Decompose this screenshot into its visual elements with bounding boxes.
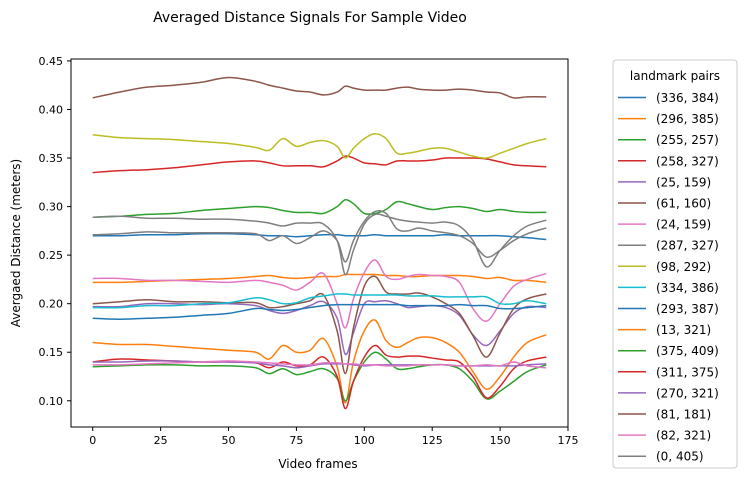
legend-label-14: (270, 321)	[656, 386, 719, 400]
x-tick-label-7: 175	[558, 434, 579, 447]
series-line-15	[92, 76, 547, 99]
x-tick-label-0: 0	[89, 434, 96, 447]
series-line-4	[92, 299, 547, 356]
series-line-7	[92, 213, 547, 276]
series-line-1	[92, 273, 547, 284]
series-line-2	[92, 198, 547, 219]
legend-label-15: (81, 181)	[656, 408, 711, 422]
series-line-11	[92, 319, 547, 404]
x-tick-label-4: 100	[354, 434, 375, 447]
series-line-9	[92, 293, 547, 309]
plot-lines	[92, 76, 547, 410]
legend-label-7: (287, 327)	[656, 239, 719, 253]
y-tick-label-4: 0.30	[39, 201, 64, 214]
legend-label-5: (61, 160)	[656, 197, 711, 211]
y-tick-label-2: 0.20	[39, 298, 64, 311]
y-tick-label-1: 0.15	[39, 346, 64, 359]
y-tick-label-3: 0.25	[39, 249, 64, 262]
series-line-0	[92, 232, 547, 241]
x-axis: 0 25 50 75 100 125 150 175	[89, 427, 579, 447]
x-tick-label-5: 125	[422, 434, 443, 447]
x-tick-label-2: 50	[222, 434, 236, 447]
legend-label-4: (25, 159)	[656, 175, 711, 189]
legend-frame	[612, 59, 738, 469]
legend-items: (336, 384) (296, 385) (255, 257) (258, 327)…	[618, 91, 719, 464]
plot-area-frame	[70, 58, 569, 428]
series-line-17	[92, 209, 547, 263]
y-axis: 0.10 0.15 0.20 0.25 0.30 0.35 0.40 0.45	[39, 55, 71, 408]
legend: landmark pairs (336, 384) (296, 385) (255,…	[612, 59, 738, 469]
legend-label-3: (258, 327)	[656, 154, 719, 168]
series-line-13	[92, 344, 547, 410]
y-tick-label-5: 0.35	[39, 152, 64, 165]
x-tick-label-6: 150	[490, 434, 511, 447]
series-line-3	[92, 155, 547, 174]
legend-label-16: (82, 321)	[656, 429, 711, 443]
legend-label-17: (0, 405)	[656, 450, 704, 464]
legend-label-12: (375, 409)	[656, 344, 719, 358]
legend-label-9: (334, 386)	[656, 281, 719, 295]
y-tick-label-6: 0.40	[39, 103, 64, 116]
x-tick-label-1: 25	[154, 434, 168, 447]
y-tick-label-7: 0.45	[39, 55, 64, 68]
y-axis-label: Avergaed Distance (meters)	[9, 159, 23, 328]
series-line-5	[92, 275, 547, 375]
legend-label-11: (13, 321)	[656, 323, 711, 337]
legend-label-2: (255, 257)	[656, 133, 719, 147]
chart-title: Averaged Distance Signals For Sample Vid…	[153, 10, 467, 26]
legend-label-13: (311, 375)	[656, 365, 719, 379]
series-line-8	[92, 133, 547, 159]
legend-label-10: (293, 387)	[656, 302, 719, 316]
legend-label-0: (336, 384)	[656, 91, 719, 105]
legend-title: landmark pairs	[630, 69, 720, 83]
x-axis-label: Video frames	[278, 457, 357, 471]
series-line-16	[92, 360, 547, 369]
series-line-6	[92, 259, 547, 329]
series-line-12	[92, 351, 547, 402]
legend-label-6: (24, 159)	[656, 218, 711, 232]
legend-label-1: (296, 385)	[656, 112, 719, 126]
series-line-10	[92, 303, 547, 320]
legend-label-8: (98, 292)	[656, 260, 711, 274]
y-tick-label-0: 0.10	[39, 395, 64, 408]
x-tick-label-3: 75	[289, 434, 303, 447]
